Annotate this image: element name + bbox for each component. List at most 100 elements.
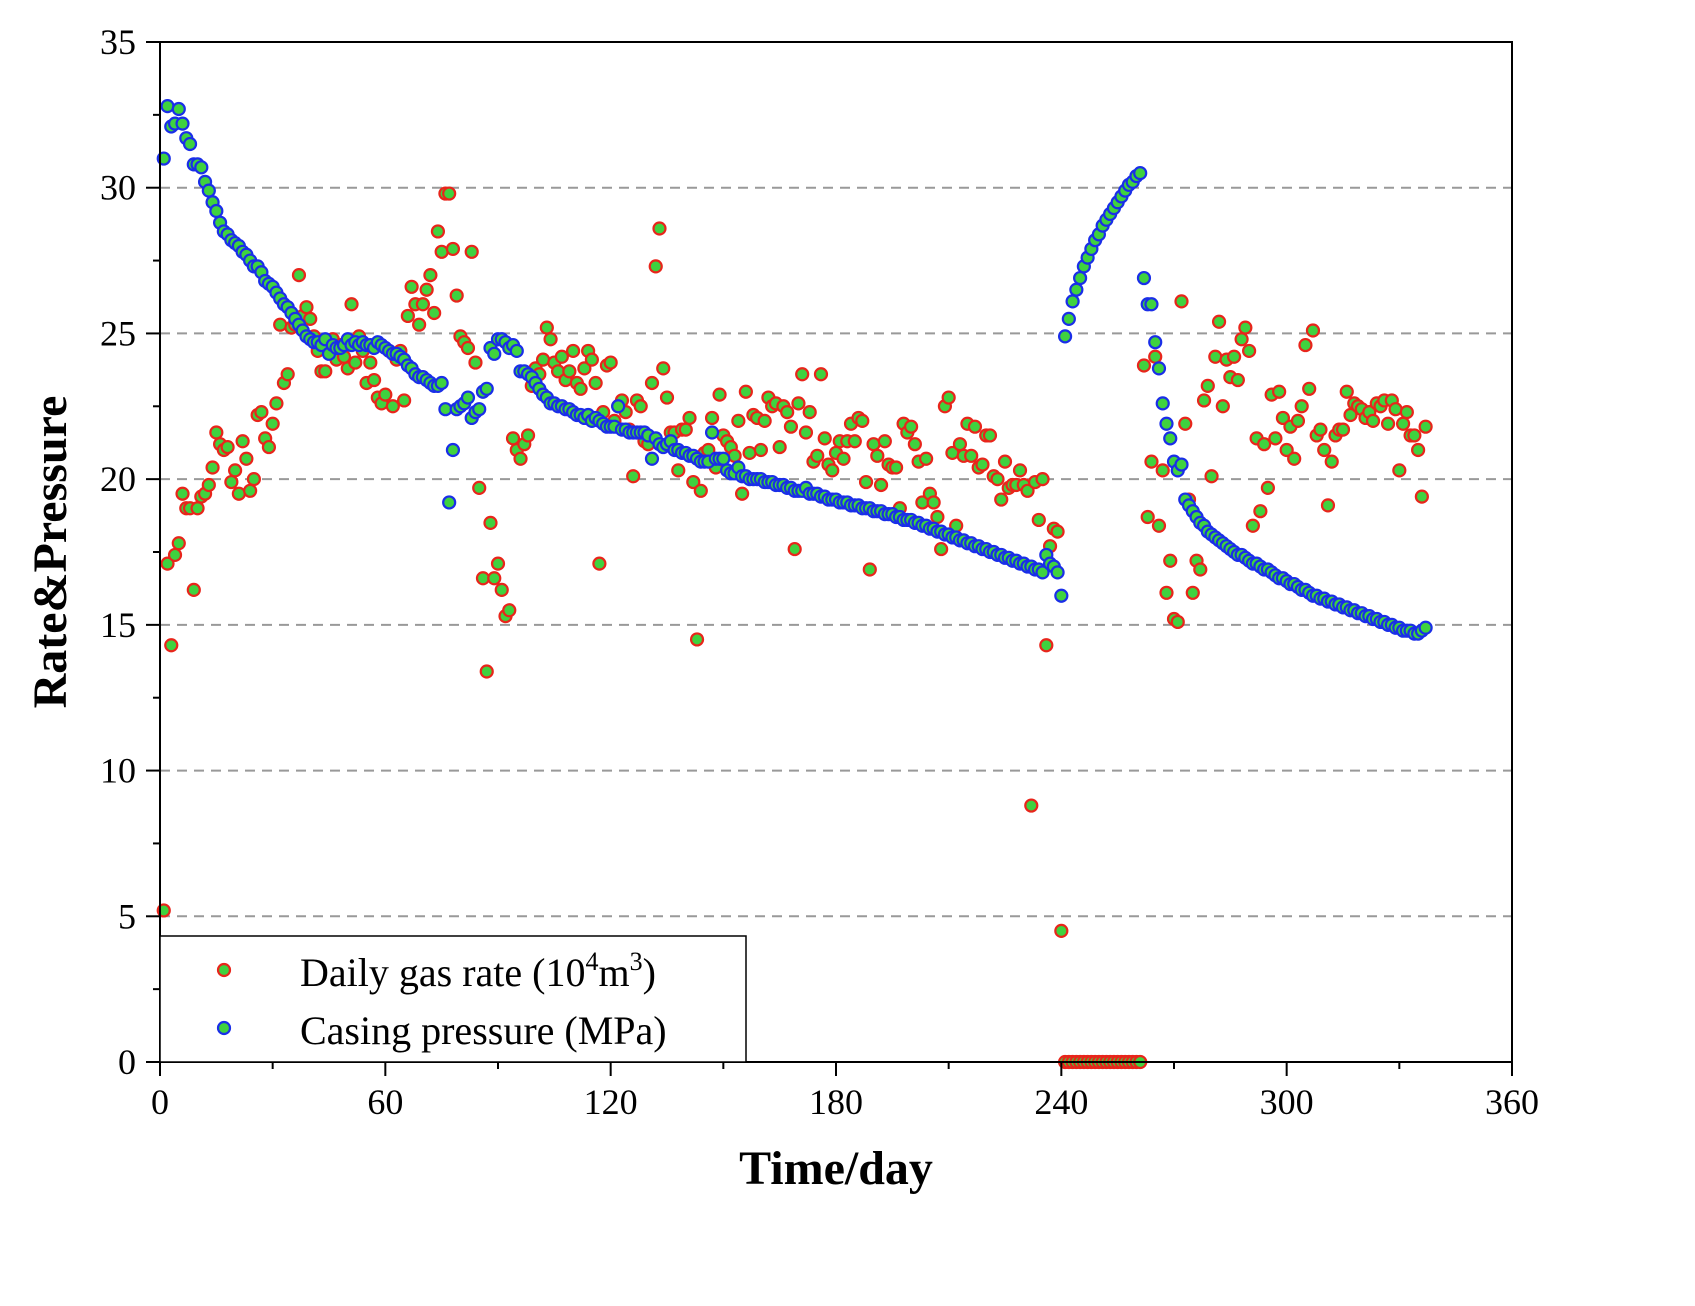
gas-rate-point [566,343,581,359]
gas-rate-point [1178,416,1193,431]
gas-rate-point [513,451,528,466]
casing-pressure-point [487,346,502,361]
gas-rate-point [772,439,787,455]
gas-rate-point [757,413,772,428]
casing-pressure-point [460,390,476,405]
gas-rate-point [348,355,363,370]
gas-rate-point [464,244,479,259]
gas-rate-point [460,340,476,356]
casing-pressure-point [1163,431,1178,446]
gas-rate-point [427,305,442,321]
casing-pressure-point [434,375,449,391]
gas-rate-point [941,390,956,405]
gas-rate-point [1380,416,1396,431]
gas-rate-point [1208,349,1223,364]
gas-rate-point [404,279,419,294]
casing-pressure-point [201,183,216,198]
gas-rate-point [205,460,220,475]
gas-rate-point [494,582,509,597]
gas-rate-point [704,410,720,426]
gas-rate-point [1268,431,1283,446]
gas-rate-point [693,483,708,498]
gas-rate-point [753,442,768,458]
gas-rate-point [644,375,660,391]
gas-rate-point [269,396,284,411]
gas-rate-point [990,472,1005,487]
gas-rate-point [964,448,979,463]
gas-rate-point [1302,381,1317,396]
gas-rate-point [783,419,799,434]
gas-rate-point [1294,399,1309,414]
casing-pressure-point [171,101,186,117]
gas-rate-point [994,492,1009,507]
gas-rate-point [1245,518,1260,533]
casing-pressure-point [1148,335,1163,350]
gas-rate-point [855,413,870,428]
gas-rate-point [1200,378,1215,393]
casing-pressure-point [704,425,720,440]
x-tick-label: 120 [584,1082,638,1122]
casing-pressure-point [182,136,198,152]
gas-rate-point [1238,320,1253,335]
gas-rate-point [412,317,427,332]
y-tick-label: 15 [100,605,136,645]
gas-rate-point [1290,413,1306,428]
gas-rate-point [1260,480,1275,495]
gas-rate-point [577,361,592,376]
x-tick-label: 360 [1485,1082,1539,1122]
y-axis-title: Rate&Pressure [24,396,77,709]
gas-rate-point [858,474,874,490]
y-tick-label: 35 [100,22,136,62]
gas-rate-point [588,375,603,391]
gas-rate-point [603,355,618,370]
gas-rate-point [490,556,506,571]
gas-rate-point [1174,294,1189,309]
gas-rate-point [862,562,877,577]
gas-rate-point [385,399,400,414]
gas-rate-point [791,396,806,411]
gas-rate-point [671,463,686,478]
gas-rate-point [167,547,183,563]
casing-pressure-point [1065,294,1080,309]
gas-rate-point [1399,405,1414,420]
casing-pressure-point [1069,282,1084,297]
gas-rate-point [866,437,881,452]
gas-rate-point [483,515,498,530]
gas-rate-point [175,486,190,501]
gas-rate-point [798,425,814,440]
casing-pressure-point [445,442,461,458]
gas-rate-point [265,416,280,431]
gas-rate-point [952,437,968,452]
gas-rate-point [164,638,179,653]
casing-pressure-point [1174,457,1189,472]
gas-rate-point [171,536,186,551]
gas-rate-point [1024,798,1039,813]
gas-rate-point [573,381,588,396]
gas-rate-point [1155,463,1170,478]
gas-rate-point [1279,442,1294,458]
gas-rate-point [378,387,393,402]
y-tick-label: 5 [118,896,136,936]
gas-rate-point [633,399,648,414]
gas-rate-point [318,364,333,379]
gas-rate-point [562,364,577,379]
casing-pressure-point [611,399,626,414]
gas-rate-point [1257,437,1272,452]
gas-rate-point [1140,509,1155,525]
casing-pressure-point [1155,396,1170,411]
x-tick-label: 240 [1034,1082,1088,1122]
gas-rate-point [468,355,483,370]
casing-pressure-point [175,116,190,131]
gas-rate-point [836,451,851,466]
casing-pressure-point [160,99,175,114]
gas-rate-point [907,437,922,452]
x-tick-label: 0 [151,1082,169,1122]
gas-rate-point [738,384,753,399]
y-tick-label: 25 [100,313,136,353]
gas-rate-point [1136,358,1152,373]
gas-rate-point [190,501,205,516]
gas-rate-point [1411,442,1426,458]
casing-pressure-point [1136,270,1152,286]
gas-rate-point [1226,349,1242,364]
gas-rate-point [449,288,464,303]
